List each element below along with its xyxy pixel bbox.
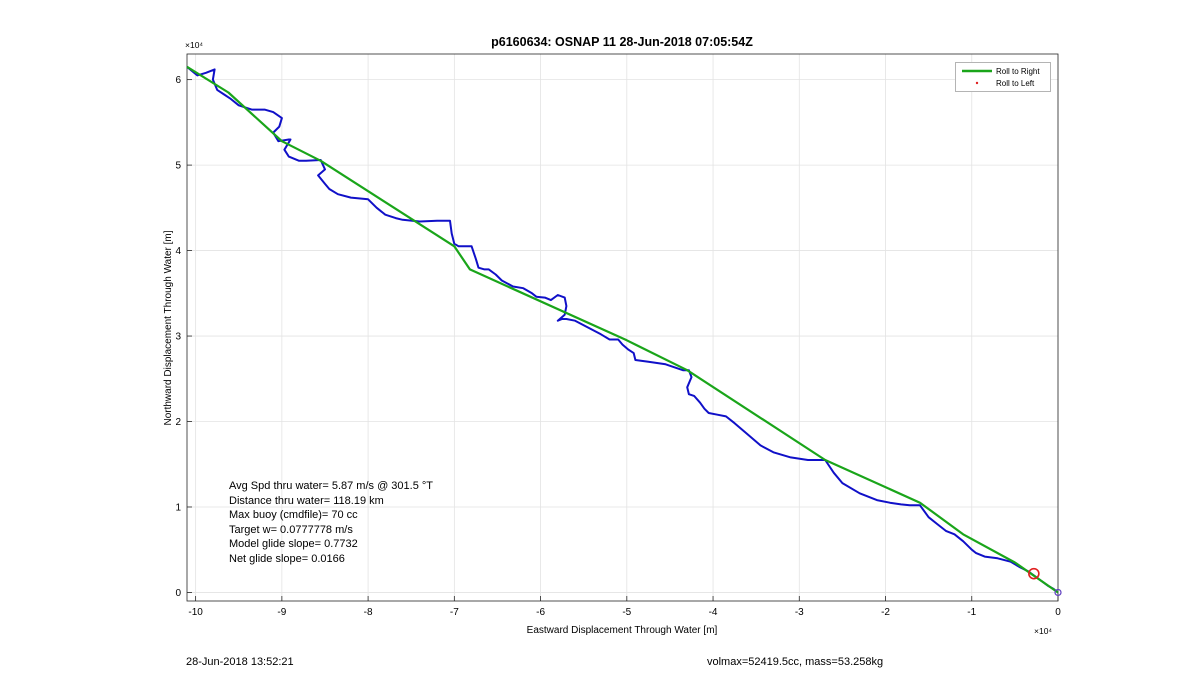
x-tick-label: -2	[881, 607, 890, 618]
x-tick-label: -5	[622, 607, 631, 618]
legend-marker-red	[975, 81, 979, 85]
stat-model-glide-slope: Model glide slope= 0.7732	[229, 538, 358, 551]
x-tick-label: -7	[450, 607, 459, 618]
stat-target-w: Target w= 0.0777778 m/s	[229, 523, 353, 536]
legend-item-roll-right: Roll to Right	[956, 65, 1050, 77]
stat-net-glide-slope: Net glide slope= 0.0166	[229, 552, 345, 565]
x-tick-label: -1	[967, 607, 976, 618]
x-tick-label: -6	[536, 607, 545, 618]
x-tick-label: -9	[277, 607, 286, 618]
legend: Roll to Right Roll to Left	[955, 62, 1051, 92]
y-tick-label: 0	[175, 588, 181, 599]
x-tick-label: -10	[188, 607, 203, 618]
x-axis-label: Eastward Displacement Through Water [m]	[527, 625, 718, 636]
y-tick-label: 1	[175, 502, 181, 513]
y-axis-label: Northward Displacement Through Water [m]	[163, 230, 174, 425]
series-group	[186, 65, 1062, 597]
plot-area	[187, 54, 1058, 601]
legend-label-roll-right: Roll to Right	[996, 67, 1040, 76]
stat-max-buoy: Max buoy (cmdfile)= 70 cc	[229, 509, 358, 522]
chart-title: p6160634: OSNAP 11 28-Jun-2018 07:05:54Z	[491, 35, 753, 49]
y-tick-label: 2	[175, 417, 181, 428]
x-tick-label: -3	[795, 607, 804, 618]
stat-distance: Distance thru water= 118.19 km	[229, 494, 384, 507]
footer-date: 28-Jun-2018 13:52:21	[186, 656, 294, 668]
series-line-roll-to-right	[186, 65, 1059, 594]
y-tick-label: 4	[175, 246, 181, 257]
x-tick-label: -4	[709, 607, 718, 618]
plot-border	[186, 53, 1059, 602]
series-line-track	[186, 66, 1059, 594]
legend-line-green	[962, 69, 992, 73]
legend-item-roll-left: Roll to Left	[956, 77, 1050, 89]
x-tick-label: -8	[364, 607, 373, 618]
end-marker	[1054, 588, 1062, 597]
y-tick-label: 3	[175, 332, 181, 343]
x-exponent-label: ×10⁴	[1034, 626, 1052, 636]
stats-annotation: Avg Spd thru water= 5.87 m/s @ 301.5 °T …	[229, 479, 433, 567]
footer-volume-mass: volmax=52419.5cc, mass=53.258kg	[707, 656, 884, 668]
start-marker	[1028, 567, 1040, 580]
y-tick-label: 5	[175, 161, 181, 172]
stat-avg-speed: Avg Spd thru water= 5.87 m/s @ 301.5 °T	[229, 480, 433, 492]
y-exponent-label: ×10⁴	[185, 40, 203, 50]
x-tick-label: 0	[1055, 607, 1061, 618]
y-tick-label: 6	[175, 75, 181, 86]
legend-label-roll-left: Roll to Left	[996, 79, 1035, 88]
